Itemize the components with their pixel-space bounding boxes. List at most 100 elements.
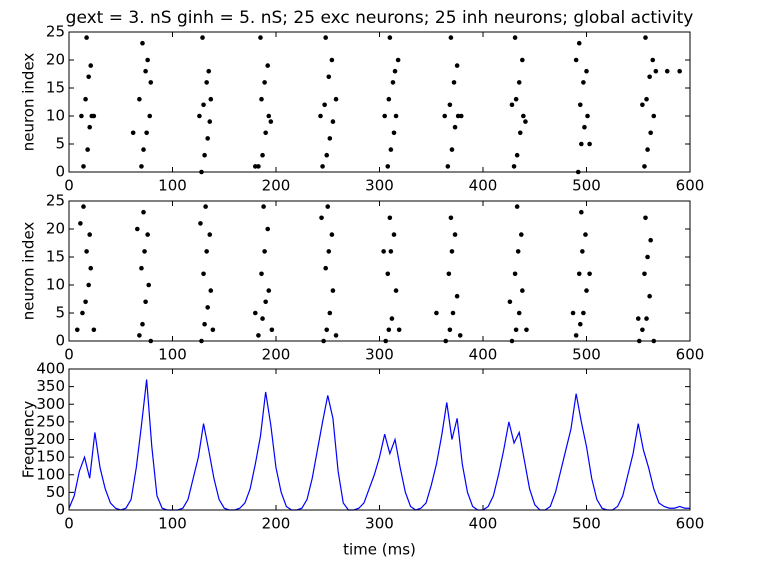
spike-dot [653,68,659,74]
x-tick-label: 100 [158,177,187,195]
spike-dot [87,124,92,130]
spike-dot [677,68,682,74]
spike-dot [202,321,207,327]
y-tick-label: 100 [36,465,65,483]
y-tick-label: 25 [46,23,65,41]
spike-dot [585,113,590,119]
spike-dot [207,119,213,124]
spike-dot [450,310,456,316]
spike-dot [141,209,146,215]
spike-dot [512,271,518,277]
spike-dot [570,310,576,316]
y-axis-label: neuron index [20,222,38,321]
x-tick-label: 400 [469,346,498,364]
spike-dot [576,271,582,277]
spike-dot [260,152,265,158]
spike-dot [208,288,214,293]
y-tick-label: 150 [36,448,65,466]
spike-dot [448,35,454,40]
spike-dot [265,226,271,232]
spike-dot [579,141,584,147]
spike-dot [382,113,387,119]
spike-dot [643,215,648,221]
spike-dot [259,271,264,277]
spike-dot [507,299,513,305]
spike-dot [83,96,88,102]
spike-dot [201,271,206,277]
spike-dot [645,254,650,260]
spike-dot [85,147,90,152]
spike-dot [386,327,392,333]
spike-dot [207,232,213,237]
spike-dot [644,316,649,321]
spike-dot [445,164,451,169]
x-tick-label: 0 [64,515,74,533]
spike-dot [145,232,150,237]
spike-dot [81,204,86,209]
spike-dot [391,130,397,136]
spike-dot [511,164,517,169]
spike-dot [200,35,205,40]
spike-dot [322,102,327,108]
spike-dot [640,102,645,108]
spike-dot [514,204,520,209]
spike-dot [452,232,458,237]
spike-dot [78,221,83,226]
spike-dot [210,327,216,333]
y-tick-label: 10 [46,276,65,294]
spike-dot [512,35,518,40]
spike-dot [86,282,91,288]
x-tick-label: 600 [676,177,705,195]
spike-dot [520,57,525,63]
spike-dot [81,164,86,169]
spike-dot [86,74,91,80]
spike-dot [524,327,529,333]
y-tick-label: 0 [55,332,65,350]
spike-dot [454,63,460,68]
spike-dot [143,299,148,305]
chart-title: gext = 3. nS ginh = 5. nS; 25 exc neuron… [66,8,694,28]
spike-dot [513,327,519,333]
spike-dot [88,63,94,68]
spike-dot [253,164,258,169]
spike-dot [208,96,214,102]
spike-dot [326,74,332,80]
spike-dot [139,265,144,271]
y-tick-label: 0 [55,163,65,181]
spike-dot [447,327,453,333]
spike-dot [387,215,393,221]
spike-dot [645,147,650,152]
spike-dot [587,141,592,147]
x-tick-label: 100 [158,346,187,364]
spike-dot [640,327,645,333]
x-tick-label: 400 [469,515,498,533]
spike-dot [323,35,328,40]
spike-dot [518,232,524,237]
spike-dot [269,327,275,333]
spike-dot [516,310,522,316]
spike-dot [203,204,208,209]
spike-dot [393,113,399,119]
spike-dot [74,327,80,333]
spike-dot [205,305,210,310]
spike-dot [91,113,97,119]
x-tick-label: 100 [158,515,187,533]
spike-dot [387,35,393,40]
y-tick-label: 20 [46,220,65,238]
y-tick-label: 15 [46,79,65,97]
spike-dot [260,316,265,321]
spike-dot [388,249,394,254]
spike-dot [330,288,336,293]
spike-dot [392,68,398,74]
x-tick-label: 500 [572,515,601,533]
spike-dot [642,164,647,169]
spike-dot [584,288,589,293]
spike-dot [451,80,457,85]
spike-dot [91,327,97,333]
y-tick-label: 5 [55,135,65,153]
spike-dot [262,80,267,85]
spike-dot [458,113,464,119]
spike-dot [573,57,579,63]
spike-dot [523,119,528,124]
